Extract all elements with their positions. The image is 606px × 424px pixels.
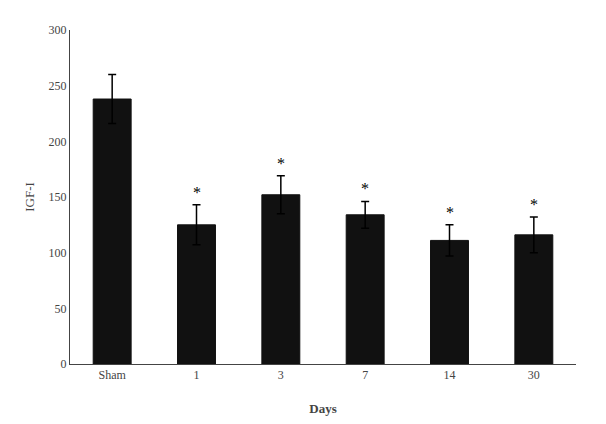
svg-text:0: 0 — [61, 357, 67, 371]
svg-text:*: * — [277, 155, 285, 172]
svg-text:*: * — [361, 180, 369, 197]
svg-text:300: 300 — [49, 23, 67, 37]
svg-text:*: * — [446, 204, 454, 221]
svg-text:100: 100 — [49, 246, 67, 260]
svg-text:200: 200 — [49, 135, 67, 149]
svg-text:*: * — [530, 196, 538, 213]
svg-text:50: 50 — [55, 302, 67, 316]
svg-text:*: * — [193, 184, 201, 201]
svg-text:7: 7 — [362, 368, 368, 382]
svg-text:150: 150 — [49, 190, 67, 204]
svg-text:IGF-I: IGF-I — [22, 182, 37, 212]
svg-text:250: 250 — [49, 79, 67, 93]
svg-text:3: 3 — [278, 368, 284, 382]
svg-text:14: 14 — [444, 368, 456, 382]
svg-text:1: 1 — [194, 368, 200, 382]
svg-text:30: 30 — [528, 368, 540, 382]
svg-text:Sham: Sham — [98, 368, 126, 382]
svg-text:Days: Days — [309, 401, 336, 416]
